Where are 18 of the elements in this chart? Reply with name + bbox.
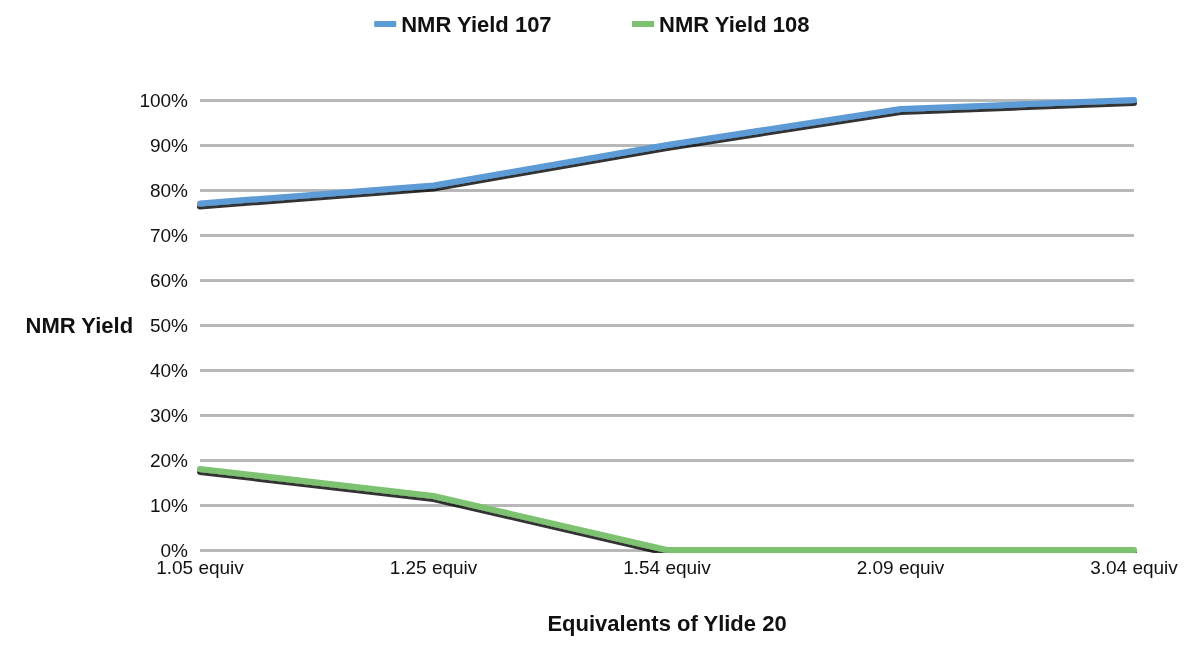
- y-tick-label: 30%: [149, 404, 189, 426]
- y-tick-label: 60%: [149, 269, 189, 291]
- legend-label: NMR Yield 108: [659, 11, 810, 37]
- x-tick-label: 2.09 equiv: [856, 557, 945, 578]
- x-axis-title: Equivalents of Ylide 20: [547, 610, 787, 636]
- y-tick-label: 10%: [149, 494, 189, 516]
- legend-label: NMR Yield 107: [401, 11, 552, 37]
- x-tick-label: 1.54 equiv: [623, 557, 712, 578]
- x-tick-label: 1.25 equiv: [389, 557, 478, 578]
- y-tick-label: 100%: [139, 89, 189, 111]
- y-tick-label: 80%: [149, 179, 189, 201]
- y-tick-label: 20%: [149, 449, 189, 471]
- y-axis-title: NMR Yield: [25, 312, 134, 338]
- y-tick-label: 90%: [149, 134, 189, 156]
- y-tick-label: 50%: [149, 314, 189, 336]
- x-tick-label: 3.04 equiv: [1090, 557, 1179, 578]
- y-tick-label: 40%: [149, 359, 189, 381]
- y-tick-label: 70%: [149, 224, 189, 246]
